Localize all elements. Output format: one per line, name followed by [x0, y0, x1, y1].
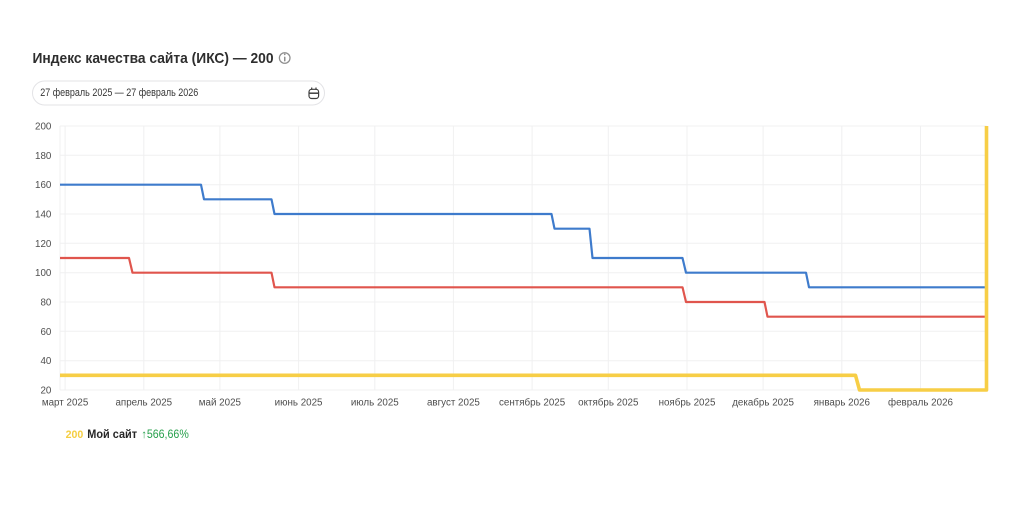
svg-text:февраль 2026: февраль 2026	[888, 398, 953, 409]
svg-text:август 2025: август 2025	[427, 398, 480, 409]
svg-text:27 февраль 2025 — 27 февраль 2: 27 февраль 2025 — 27 февраль 2026	[40, 87, 198, 99]
svg-text:июнь 2025: июнь 2025	[275, 398, 323, 409]
svg-text:160: 160	[35, 180, 52, 191]
svg-text:200: 200	[66, 429, 84, 441]
svg-text:180: 180	[35, 151, 52, 162]
svg-text:120: 120	[35, 239, 52, 250]
svg-text:апрель 2025: апрель 2025	[115, 398, 172, 409]
svg-text:октябрь 2025: октябрь 2025	[578, 398, 639, 409]
svg-text:Индекс качества сайта (ИКС) —: Индекс качества сайта (ИКС) — 200	[33, 51, 274, 67]
svg-text:июль 2025: июль 2025	[351, 398, 399, 409]
svg-text:60: 60	[40, 327, 51, 338]
svg-text:май 2025: май 2025	[199, 398, 242, 409]
svg-text:январь 2026: январь 2026	[814, 398, 871, 409]
svg-text:сентябрь 2025: сентябрь 2025	[499, 398, 566, 409]
svg-text:20: 20	[40, 386, 51, 397]
svg-text:200: 200	[35, 122, 52, 133]
svg-text:декабрь 2025: декабрь 2025	[732, 398, 794, 409]
svg-text:100: 100	[35, 268, 52, 279]
svg-text:↑566,66%: ↑566,66%	[142, 429, 189, 441]
svg-text:80: 80	[40, 298, 51, 309]
svg-text:Мой сайт: Мой сайт	[87, 429, 137, 441]
svg-text:ноябрь 2025: ноябрь 2025	[659, 398, 716, 409]
svg-text:март 2025: март 2025	[42, 398, 89, 409]
svg-text:140: 140	[35, 210, 52, 221]
svg-text:40: 40	[40, 356, 51, 367]
